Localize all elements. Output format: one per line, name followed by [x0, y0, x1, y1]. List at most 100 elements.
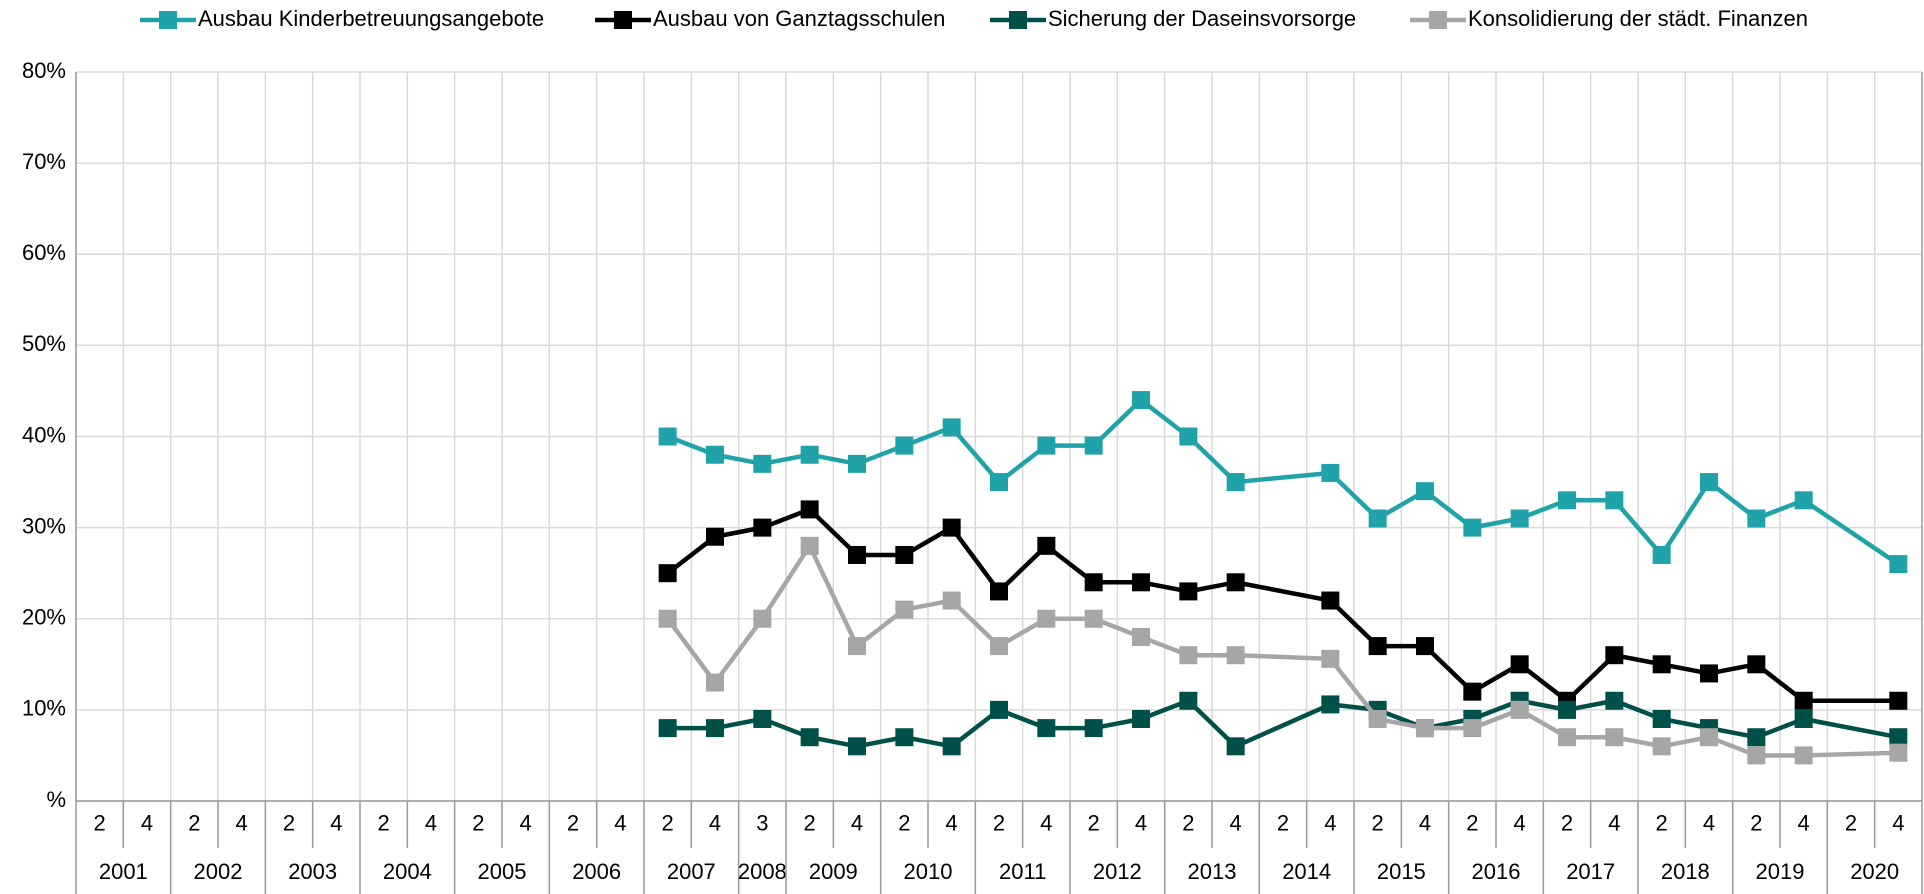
data-point — [1132, 627, 1150, 646]
data-point — [1794, 709, 1813, 728]
data-point — [1463, 682, 1482, 701]
data-point — [1037, 609, 1056, 628]
data-point — [1652, 737, 1671, 756]
data-point — [753, 518, 772, 537]
data-point — [848, 637, 866, 656]
x-tick-label: 4 — [1040, 810, 1052, 835]
data-point — [658, 719, 677, 738]
data-point — [1652, 709, 1671, 728]
data-point — [1700, 664, 1718, 683]
data-point — [1416, 482, 1434, 501]
x-tick-label: 4 — [614, 810, 626, 835]
x-tick-label: 2 — [188, 810, 200, 835]
data-point — [942, 518, 961, 537]
legend-label: Konsolidierung der städt. Finanzen — [1468, 6, 1808, 31]
data-point — [1084, 609, 1103, 628]
x-tick-label: 2 — [472, 810, 484, 835]
x-tick-label: 4 — [946, 810, 958, 835]
x-tick-label: 4 — [1419, 810, 1431, 835]
x-tick-label: 4 — [1703, 810, 1715, 835]
x-tick-label: 4 — [1135, 810, 1147, 835]
x-tick-label: 2 — [94, 810, 106, 835]
data-point — [1463, 719, 1482, 738]
x-group-label: 2003 — [288, 859, 337, 884]
x-group-label: 2020 — [1850, 859, 1899, 884]
data-point — [1558, 728, 1576, 747]
data-point — [1652, 655, 1671, 674]
data-point — [658, 427, 677, 446]
x-tick-label: 4 — [709, 810, 721, 835]
x-tick-label: 4 — [1798, 810, 1810, 835]
data-point — [895, 545, 914, 564]
data-point — [1747, 509, 1766, 528]
data-point — [1179, 582, 1198, 601]
data-point — [1132, 391, 1150, 410]
x-group-label: 2018 — [1661, 859, 1710, 884]
data-point — [1179, 691, 1198, 710]
data-point — [658, 564, 677, 583]
data-point — [1179, 646, 1198, 665]
x-group-label: 2004 — [383, 859, 432, 884]
legend-label: Sicherung der Daseinsvorsorge — [1048, 6, 1356, 31]
data-point — [1037, 719, 1056, 738]
x-tick-label: 2 — [1750, 810, 1762, 835]
x-group-label: 2001 — [99, 859, 148, 884]
x-tick-label: 2 — [1845, 810, 1857, 835]
data-point — [1084, 719, 1103, 738]
y-tick-label: 50% — [22, 331, 66, 356]
data-point — [1652, 545, 1671, 564]
x-tick-label: 4 — [236, 810, 248, 835]
x-tick-label: 2 — [1277, 810, 1289, 835]
x-tick-label: 2 — [1088, 810, 1100, 835]
data-point — [990, 637, 1008, 656]
data-point — [1179, 427, 1198, 446]
data-point — [990, 700, 1008, 719]
legend-marker — [1009, 11, 1027, 29]
data-point — [1132, 709, 1150, 728]
legend-marker — [614, 11, 632, 29]
x-tick-label: 2 — [567, 810, 579, 835]
data-point — [1321, 463, 1340, 482]
y-tick-label: 40% — [22, 422, 66, 447]
x-tick-label: 2 — [283, 810, 295, 835]
x-group-label: 2006 — [572, 859, 621, 884]
legend-marker — [159, 11, 177, 29]
data-point — [800, 728, 819, 747]
data-point — [1605, 691, 1624, 710]
x-group-label: 2019 — [1756, 859, 1805, 884]
data-point — [1510, 700, 1529, 719]
data-point — [1558, 700, 1576, 719]
x-tick-label: 2 — [1656, 810, 1668, 835]
data-point — [1794, 691, 1813, 710]
x-group-label: 2009 — [809, 859, 858, 884]
x-tick-label: 4 — [1230, 810, 1242, 835]
data-point — [895, 436, 914, 455]
x-group-label: 2017 — [1566, 859, 1615, 884]
data-point — [706, 445, 724, 464]
x-tick-label: 4 — [141, 810, 153, 835]
data-point — [1889, 743, 1908, 762]
data-point — [706, 527, 724, 546]
data-point — [942, 591, 961, 610]
data-point — [1368, 709, 1387, 728]
x-tick-label: 2 — [1182, 810, 1194, 835]
data-point — [753, 454, 772, 473]
data-point — [942, 737, 961, 756]
x-tick-label: 4 — [1892, 810, 1904, 835]
data-point — [1747, 746, 1766, 765]
data-point — [753, 609, 772, 628]
data-point — [1226, 473, 1245, 492]
data-point — [1747, 728, 1766, 747]
y-tick-label: 60% — [22, 240, 66, 265]
data-point — [800, 445, 819, 464]
x-group-label: 2015 — [1377, 859, 1426, 884]
legend-marker — [1429, 11, 1447, 29]
data-point — [706, 673, 724, 692]
x-tick-label: 4 — [425, 810, 437, 835]
x-tick-label: 4 — [330, 810, 342, 835]
data-point — [942, 418, 961, 437]
y-tick-label: 20% — [22, 605, 66, 630]
legend-label: Ausbau von Ganztagsschulen — [653, 6, 945, 31]
data-point — [1510, 509, 1529, 528]
x-tick-label: 4 — [851, 810, 863, 835]
